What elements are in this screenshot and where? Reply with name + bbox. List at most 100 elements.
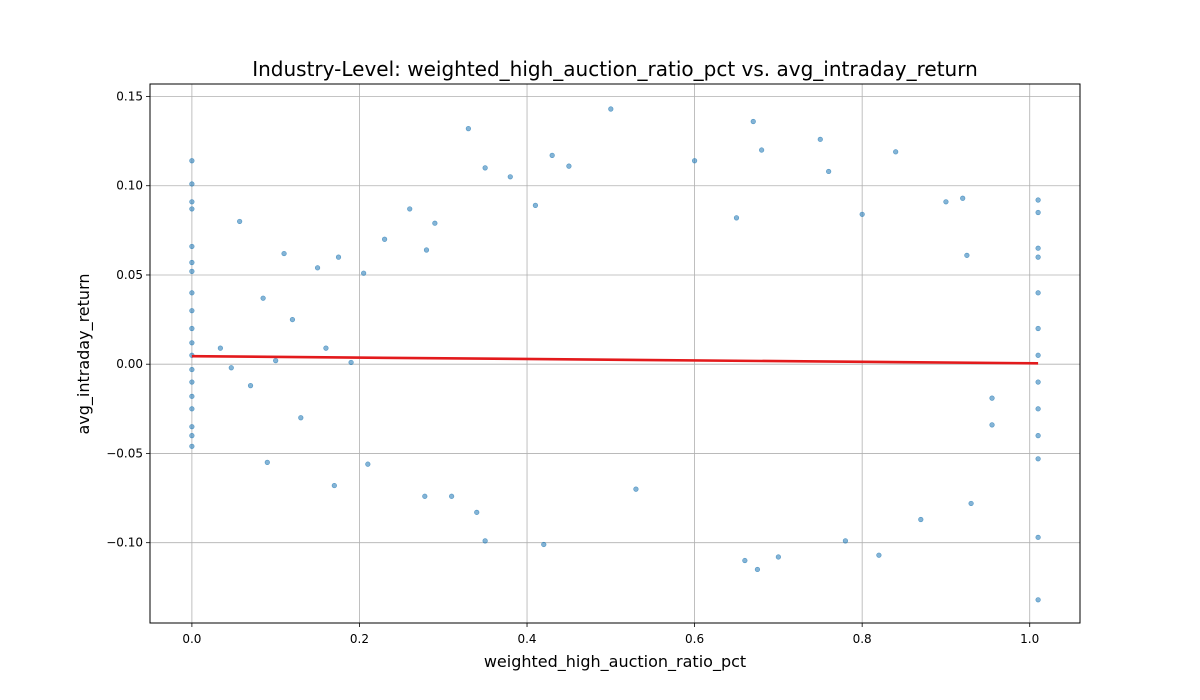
trend-lines [191,354,1039,365]
y-tick-label: 0.10 [116,179,143,193]
grid [150,84,1080,623]
data-point [264,459,270,465]
data-point [691,158,698,164]
data-point [566,163,572,169]
data-point [1035,254,1041,260]
data-point [1035,325,1041,332]
data-point [281,250,287,257]
data-point [189,290,195,296]
scatter-points [189,106,1041,603]
x-tick-label: 0.0 [182,632,201,646]
data-point [423,247,430,253]
data-point [331,482,337,489]
data-point [964,252,970,258]
data-point [750,118,756,125]
x-tick-label: 0.8 [853,632,872,646]
data-point [189,325,195,332]
data-point [189,406,195,412]
data-point [237,218,243,225]
data-point [1035,406,1041,412]
data-point [859,211,865,217]
data-point [1035,290,1041,296]
data-point [189,206,195,212]
data-point [1035,597,1041,603]
data-point [968,500,974,507]
data-point [189,393,195,399]
data-point [381,236,388,242]
data-point [842,538,849,544]
data-point [407,206,413,212]
data-point [189,259,195,266]
data-point [217,345,223,351]
x-tick-label: 0.4 [517,632,536,646]
data-point [507,174,513,180]
data-point [189,308,195,314]
chart-title: Industry-Level: weighted_high_auction_ra… [252,57,978,81]
data-point [189,366,195,373]
data-point [465,126,471,132]
data-point [754,566,761,573]
data-point [189,340,195,346]
plot-frame [149,83,1081,624]
data-point [633,486,639,492]
data-point [1035,379,1041,385]
data-point [189,379,195,385]
data-point [1035,352,1041,358]
y-tick-label: −0.05 [106,446,143,460]
y-tick-label: 0.05 [116,268,143,282]
data-point [189,158,195,164]
data-point [189,199,195,205]
data-point [876,552,882,558]
data-point [189,268,195,275]
x-axis: 0.0 0.2 0.4 0.6 0.8 1.0 [182,623,1039,646]
data-point [189,432,195,439]
data-point [608,106,614,112]
data-point [742,557,748,564]
x-tick-label: 0.6 [685,632,704,646]
data-point [348,359,354,366]
data-point [1035,197,1041,203]
data-point [989,422,995,428]
y-tick-label: 0.00 [116,357,143,371]
y-axis: −0.10 −0.05 0.00 0.05 0.10 0.15 [106,89,150,550]
data-point [189,181,195,187]
data-point [482,538,488,544]
y-tick-label: −0.10 [106,536,143,550]
data-point [273,358,279,364]
data-point [1035,245,1041,251]
x-tick-label: 0.2 [350,632,369,646]
data-point [228,365,234,371]
data-point [482,165,488,171]
x-tick-label: 1.0 [1020,632,1039,646]
data-point [989,395,995,401]
data-point [1035,534,1041,540]
data-point [422,493,428,499]
data-point [289,316,296,323]
data-point [189,243,195,250]
trend-line [191,354,1039,365]
data-point [474,509,480,515]
data-point [733,215,740,221]
data-point [432,220,438,226]
data-point [775,554,781,560]
data-point [918,516,924,523]
data-point [532,202,539,208]
data-point [365,461,371,467]
data-point [335,254,342,260]
data-point [361,270,367,276]
data-point [943,199,949,205]
data-point [541,541,547,548]
y-tick-label: 0.15 [116,89,143,103]
data-point [314,265,321,271]
data-point [1035,209,1041,216]
data-point [1035,456,1041,462]
data-point [960,195,966,201]
data-point [189,443,195,449]
data-point [1035,432,1041,439]
data-point [759,147,765,153]
data-point [549,152,555,158]
data-point [298,415,304,421]
data-point [189,424,195,430]
